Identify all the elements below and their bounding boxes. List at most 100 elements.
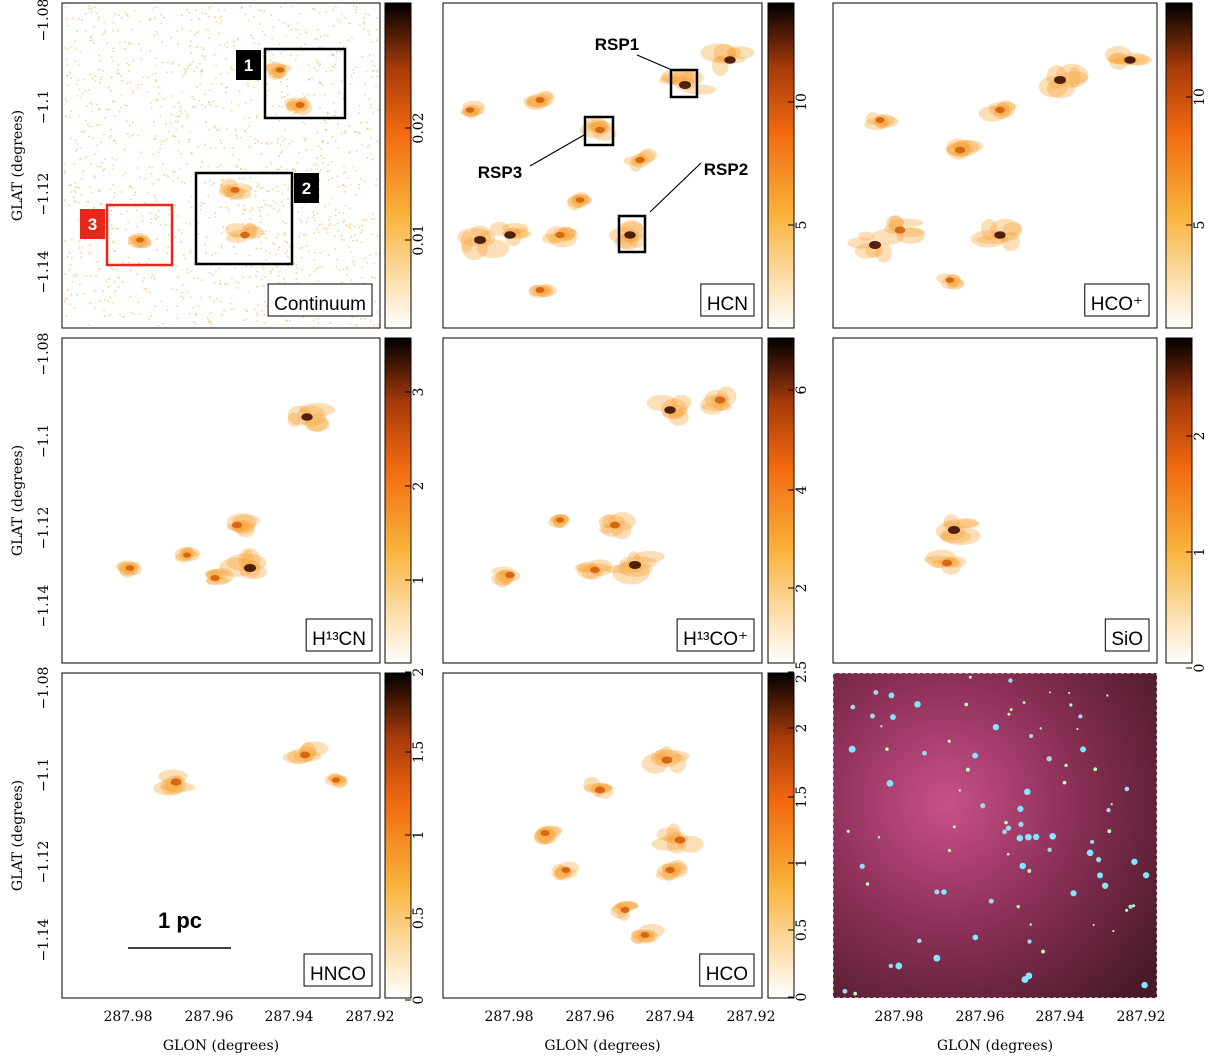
noise [304, 43, 306, 46]
noise [163, 174, 165, 176]
noise [215, 252, 217, 254]
noise [74, 60, 76, 62]
noise [317, 280, 320, 282]
noise [219, 280, 221, 282]
noise [218, 267, 220, 269]
emission [618, 220, 645, 243]
noise [219, 206, 222, 209]
noise [187, 141, 190, 143]
x-tick-label: 287.96 [566, 1009, 615, 1025]
noise [335, 57, 337, 59]
noise [67, 204, 70, 207]
emission-peak [230, 187, 240, 193]
noise [162, 162, 164, 165]
noise [361, 224, 363, 227]
colorbar-tick-label: 1 [411, 576, 427, 585]
noise [171, 288, 174, 290]
noise [348, 151, 351, 154]
noise [281, 105, 284, 108]
noise [313, 232, 315, 234]
noise [124, 41, 126, 43]
noise [376, 17, 378, 19]
noise [151, 273, 154, 276]
star [873, 689, 879, 695]
noise [103, 133, 105, 136]
noise [149, 291, 151, 293]
noise [271, 242, 274, 245]
noise [288, 245, 291, 248]
noise [172, 171, 174, 173]
noise [364, 318, 367, 320]
noise [124, 104, 126, 106]
noise [154, 135, 156, 137]
noise [143, 177, 146, 180]
noise [302, 93, 305, 95]
noise [237, 203, 240, 206]
noise [338, 269, 341, 271]
noise [214, 16, 217, 19]
colorbar [1165, 2, 1193, 329]
colorbar-tick-label: 5 [1192, 221, 1208, 230]
noise [287, 94, 289, 96]
noise [284, 234, 286, 236]
noise [304, 139, 306, 142]
noise [220, 142, 222, 144]
noise [215, 77, 217, 80]
noise [353, 226, 356, 228]
noise [243, 226, 245, 229]
noise [69, 303, 71, 306]
noise [79, 158, 81, 160]
noise [302, 316, 305, 318]
noise [205, 252, 207, 254]
noise [204, 143, 206, 146]
noise [237, 37, 239, 40]
noise [147, 318, 150, 320]
noise [264, 203, 267, 206]
noise [132, 91, 134, 94]
noise [100, 141, 102, 144]
noise [209, 321, 212, 323]
emission [631, 929, 644, 945]
noise [112, 22, 115, 24]
region-tag [80, 209, 105, 239]
emission [727, 47, 742, 58]
noise [304, 138, 307, 140]
noise [193, 98, 195, 100]
colorbar-tick-label: 2 [794, 584, 810, 593]
noise [306, 169, 309, 172]
noise [272, 26, 275, 28]
noise [101, 239, 104, 241]
noise [136, 209, 138, 212]
noise [245, 101, 247, 104]
noise [99, 202, 102, 205]
star [988, 898, 994, 904]
noise [208, 100, 210, 103]
noise [284, 252, 287, 255]
emission-peak [170, 778, 182, 786]
noise [350, 251, 352, 254]
noise [330, 69, 333, 72]
star [947, 739, 951, 743]
noise [287, 25, 289, 28]
noise [234, 69, 236, 72]
noise [97, 190, 100, 193]
noise [105, 280, 108, 283]
noise [278, 209, 281, 211]
noise [262, 284, 265, 287]
noise [335, 140, 337, 142]
noise [103, 21, 105, 24]
noise [171, 95, 174, 97]
x-tick-label: 287.92 [1117, 1009, 1166, 1025]
noise [119, 42, 121, 45]
noise [64, 172, 66, 175]
noise [76, 83, 78, 85]
noise [93, 6, 96, 8]
noise [91, 125, 93, 128]
noise [307, 79, 310, 81]
noise [304, 29, 307, 32]
colorbar-tick-label: 5 [794, 221, 810, 230]
noise [363, 257, 366, 260]
noise [189, 63, 192, 65]
colorbar [767, 2, 795, 329]
noise [251, 207, 253, 209]
